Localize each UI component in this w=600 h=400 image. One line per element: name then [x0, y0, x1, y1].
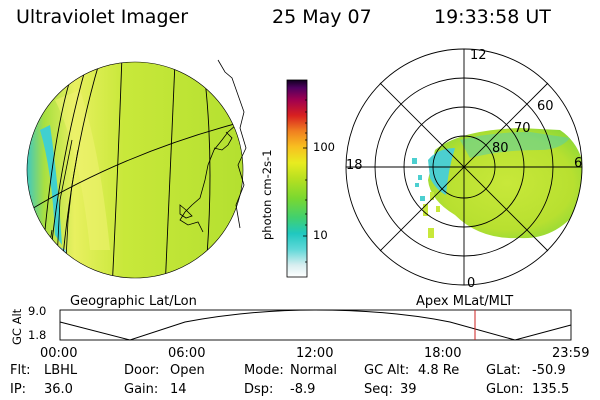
glat-label: GLat: [486, 363, 521, 378]
altitude-ytick-low: 1.8 [28, 328, 47, 342]
dsp-value: -8.9 [290, 382, 316, 397]
time-tick-1800: 18:00 [424, 346, 462, 361]
mlt-label-0: 0 [467, 276, 476, 291]
altitude-curve [59, 309, 572, 341]
time-tick-2359: 23:59 [552, 346, 590, 361]
mlt-label-6: 6 [574, 156, 583, 171]
time-tick-0000: 00:00 [40, 346, 78, 361]
altitude-plot [59, 309, 572, 341]
ip-value: 36.0 [44, 382, 73, 397]
lat-label-70: 70 [514, 121, 531, 136]
right-panel-caption: Apex MLat/MLT [416, 294, 514, 309]
altitude-ylabel: GC Alt [10, 308, 24, 345]
flt-value: LBHL [44, 363, 78, 378]
gain-value: 14 [170, 382, 187, 397]
dsp-label: Dsp: [244, 382, 274, 397]
altitude-ytick-high: 9.0 [28, 304, 47, 318]
mlt-label-18: 18 [346, 158, 363, 173]
mlt-axes [346, 49, 582, 285]
gcalt-label: GC Alt: [364, 363, 410, 378]
polar-plot [345, 48, 583, 286]
glon-label: GLon: [486, 382, 524, 397]
mlt-label-12: 12 [470, 48, 487, 63]
left-panel-caption: Geographic Lat/Lon [70, 294, 197, 309]
earth-disk-image [26, 59, 247, 279]
lat-label-60: 60 [537, 99, 554, 114]
colorbar-tick-100: 100 [313, 140, 335, 154]
lat-label-80: 80 [492, 141, 509, 156]
seq-value: 39 [400, 382, 417, 397]
ip-label: IP: [10, 382, 27, 397]
gcalt-value: 4.8 Re [418, 363, 460, 378]
colorbar [286, 79, 308, 278]
gain-label: Gain: [124, 382, 159, 397]
date-label: 25 May 07 [272, 6, 372, 28]
instrument-title: Ultraviolet Imager [16, 6, 189, 28]
time-label: 19:33:58 UT [434, 6, 551, 28]
flt-label: Flt: [10, 363, 31, 378]
mode-label: Mode: [244, 363, 284, 378]
glon-value: 135.5 [532, 382, 570, 397]
time-tick-1200: 12:00 [296, 346, 334, 361]
glat-value: -50.9 [532, 363, 566, 378]
seq-label: Seq: [364, 382, 393, 397]
time-tick-0600: 06:00 [168, 346, 206, 361]
colorbar-units-label: photon cm-2s-1 [260, 149, 274, 240]
colorbar-tick-10: 10 [313, 228, 328, 242]
auroral-emission [428, 128, 582, 239]
mode-value: Normal [290, 363, 338, 378]
door-value: Open [170, 363, 205, 378]
door-label: Door: [124, 363, 160, 378]
